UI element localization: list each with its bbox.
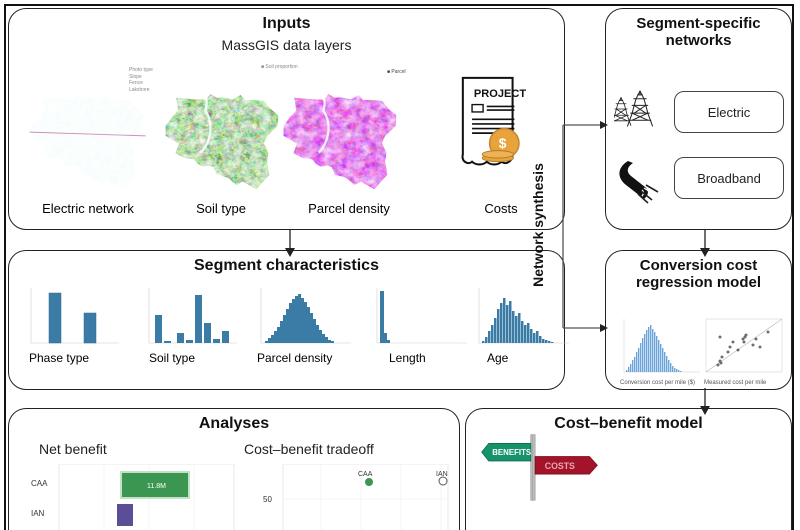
- svg-text:IAN: IAN: [436, 471, 448, 478]
- svg-text:IAN: IAN: [31, 509, 45, 518]
- svg-text:PROJECT: PROJECT: [474, 88, 526, 100]
- svg-text:50: 50: [263, 495, 272, 504]
- svg-text:CAA: CAA: [31, 479, 48, 488]
- svg-text:BENEFITS: BENEFITS: [492, 448, 531, 457]
- svg-text:CAA: CAA: [358, 471, 373, 478]
- svg-text:11.8M: 11.8M: [147, 483, 166, 490]
- svg-text:$: $: [499, 135, 507, 151]
- svg-text:COSTS: COSTS: [545, 461, 575, 471]
